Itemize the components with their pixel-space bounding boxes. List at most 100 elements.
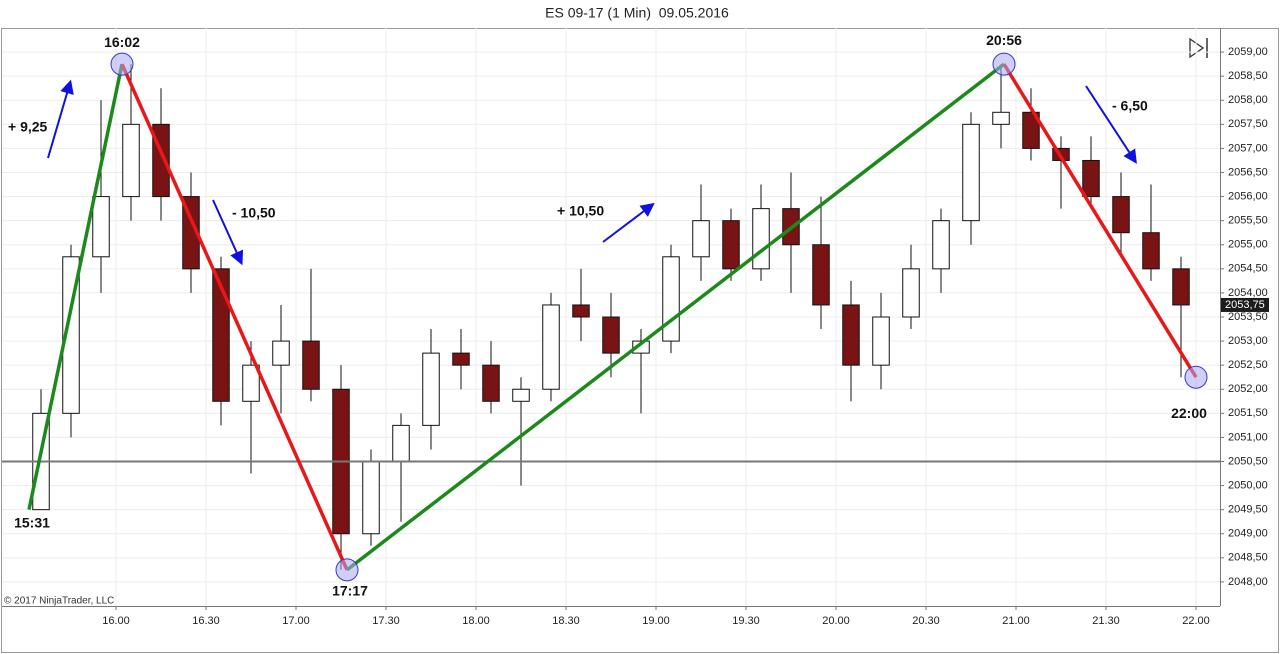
candle-body [632, 340, 650, 354]
pivot-label: 20:56 [986, 32, 1022, 48]
x-tick-label: 22.00 [1182, 615, 1210, 627]
last-price-label: 2053,75 [1225, 299, 1265, 311]
last-price-box [1221, 297, 1269, 312]
candle-body [992, 111, 1010, 125]
candle-body [122, 123, 140, 198]
zigzag-segment [345, 62, 1006, 572]
pivot-marker [1184, 365, 1208, 389]
candle-body [752, 208, 770, 270]
candle-body [1022, 111, 1040, 149]
copyright: © 2017 NinjaTrader, LLC [4, 596, 114, 607]
chart-title: ES 09-17 (1 Min) 09.05.2016 [545, 5, 729, 21]
y-tick-label: 2051,50 [1228, 407, 1268, 419]
pivot-label: 17:17 [332, 583, 368, 599]
candle-body [692, 220, 710, 258]
y-tick-label: 2049,50 [1228, 504, 1268, 516]
move-label: + 10,50 [557, 203, 604, 219]
candle-body [962, 123, 980, 222]
candle-body [92, 196, 110, 258]
axes: 2048,00 2048,50 2049,00 2049,50 2050,00 2050,… [102, 46, 1269, 627]
zigzag-segment [1002, 63, 1198, 379]
y-tick-label: 2054,50 [1228, 263, 1268, 275]
x-tick-label: 16.30 [192, 615, 220, 627]
y-tick-label: 2048,00 [1228, 576, 1268, 588]
pivot-marker [335, 558, 359, 582]
candle-body [512, 388, 530, 402]
candle-body [932, 220, 950, 270]
zigzag-segment [27, 63, 124, 511]
pivot-label: 22:00 [1171, 405, 1207, 421]
y-tick-label: 2053,50 [1228, 311, 1268, 323]
move-arrow [1085, 85, 1137, 164]
x-tick-label: 17.00 [282, 615, 310, 627]
y-tick-label: 2056,50 [1228, 166, 1268, 178]
candle-body [602, 316, 620, 354]
move-label: - 10,50 [232, 205, 276, 221]
candle-body [542, 304, 560, 390]
y-tick-label: 2053,00 [1228, 335, 1268, 347]
y-tick-label: 2057,50 [1228, 118, 1268, 130]
candle-body [722, 220, 740, 270]
y-tick-label: 2051,00 [1228, 431, 1268, 443]
x-tick-label: 21.30 [1092, 615, 1120, 627]
y-tick-label: 2054,00 [1228, 287, 1268, 299]
candle-body [362, 461, 380, 535]
candle-body [902, 268, 920, 318]
candle-body [302, 340, 320, 390]
overlay: 15:31 16:02 17:17 20:56 22:00 + 9,25 - 10,50 + … [2, 32, 1220, 599]
candle-body [422, 352, 440, 426]
y-tick-label: 2049,00 [1228, 528, 1268, 540]
candle-body [182, 196, 200, 270]
candle-body [392, 424, 410, 462]
move-arrow [212, 199, 244, 266]
move-label: + 9,25 [8, 119, 48, 135]
zigzag-segment [120, 63, 349, 571]
y-tick-label: 2055,50 [1228, 215, 1268, 227]
frame [1, 28, 1279, 653]
pivot-marker [110, 52, 134, 76]
candle-body [842, 304, 860, 366]
candle-body [572, 304, 590, 318]
pivot-marker [992, 52, 1016, 76]
candle-body [452, 352, 470, 366]
x-tick-label: 19.30 [732, 615, 760, 627]
candle-body [272, 340, 290, 366]
x-tick-label: 18.30 [552, 615, 580, 627]
y-tick-label: 2055,00 [1228, 239, 1268, 251]
y-tick-label: 2050,00 [1228, 479, 1268, 491]
candles [32, 64, 1190, 570]
pivot-label: 15:31 [14, 514, 50, 530]
x-tick-label: 16.00 [102, 615, 130, 627]
x-tick-label: 21.00 [1002, 615, 1030, 627]
candle-body [242, 364, 260, 402]
x-tick-label: 20.00 [822, 615, 850, 627]
candle-body [482, 364, 500, 402]
y-tick-label: 2052,00 [1228, 383, 1268, 395]
x-tick-label: 20.30 [912, 615, 940, 627]
candle-body [1112, 196, 1130, 234]
move-arrow [602, 202, 655, 243]
y-tick-label: 2057,00 [1228, 142, 1268, 154]
x-tick-label: 17.30 [372, 615, 400, 627]
candle-body [1082, 159, 1100, 198]
x-tick-label: 19.00 [642, 615, 670, 627]
candle-body [1172, 268, 1190, 306]
y-tick-label: 2058,50 [1228, 70, 1268, 82]
candle-body [212, 268, 230, 402]
y-tick-label: 2050,50 [1228, 455, 1268, 467]
move-label: - 6,50 [1112, 98, 1148, 114]
pivot-label: 16:02 [104, 34, 140, 50]
candle-body [1142, 232, 1160, 270]
y-tick-label: 2048,50 [1228, 552, 1268, 564]
x-tick-label: 18.00 [462, 615, 490, 627]
y-tick-label: 2056,00 [1228, 190, 1268, 202]
y-tick-label: 2052,50 [1228, 359, 1268, 371]
candle-body [872, 316, 890, 366]
y-tick-label: 2059,00 [1228, 46, 1268, 58]
move-arrow [47, 79, 74, 159]
y-tick-label: 2058,00 [1228, 94, 1268, 106]
candle-body [812, 244, 830, 306]
